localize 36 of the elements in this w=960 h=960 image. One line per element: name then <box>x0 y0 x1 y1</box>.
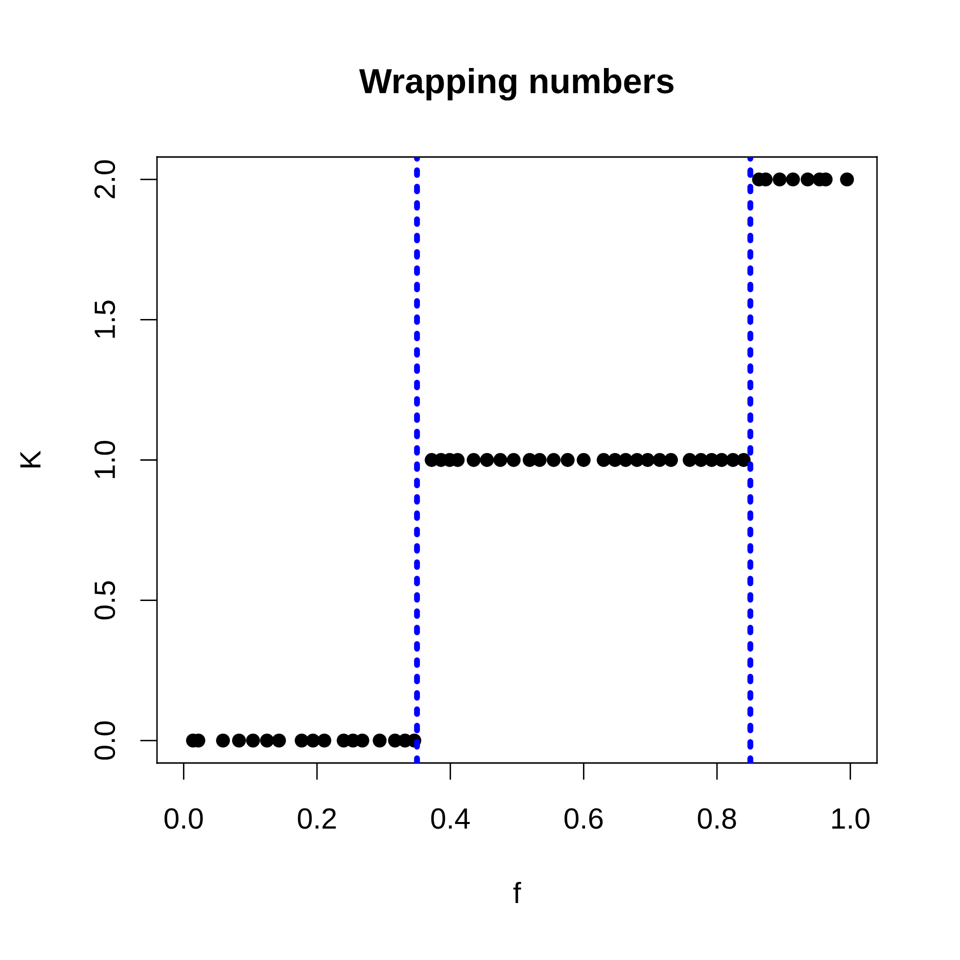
y-tick-label: 0.0 <box>94 721 116 760</box>
point <box>246 734 260 748</box>
point <box>800 172 815 186</box>
point <box>786 172 800 186</box>
point <box>772 172 787 186</box>
chart-title: Wrapping numbers <box>359 68 674 100</box>
point <box>272 734 286 748</box>
point <box>216 734 230 748</box>
point <box>840 172 854 186</box>
point <box>546 453 561 467</box>
point <box>232 734 246 748</box>
point <box>506 453 521 467</box>
point <box>466 453 481 467</box>
point <box>480 453 494 467</box>
x-tick-label: 0.2 <box>298 808 336 829</box>
point <box>640 453 655 467</box>
point <box>560 453 575 467</box>
x-axis-title: f <box>513 882 522 903</box>
point <box>260 734 274 748</box>
y-tick-label: 1.5 <box>94 300 116 338</box>
x-tick-label: 0.6 <box>564 808 603 829</box>
point <box>664 453 678 467</box>
y-tick-label: 1.0 <box>94 440 116 478</box>
point <box>317 734 332 748</box>
point <box>736 453 751 467</box>
point <box>576 453 591 467</box>
y-axis-title: K <box>20 450 40 468</box>
x-tick-label: 0.8 <box>698 808 736 829</box>
point <box>493 453 508 467</box>
y-tick-label: 2.0 <box>94 160 116 198</box>
x-tick-label: 0.0 <box>164 808 203 829</box>
y-tick-label: 0.5 <box>94 581 116 620</box>
x-tick-label: 0.4 <box>431 808 470 829</box>
point <box>532 453 547 467</box>
x-tick-label: 1.0 <box>832 808 870 829</box>
point <box>372 734 387 748</box>
